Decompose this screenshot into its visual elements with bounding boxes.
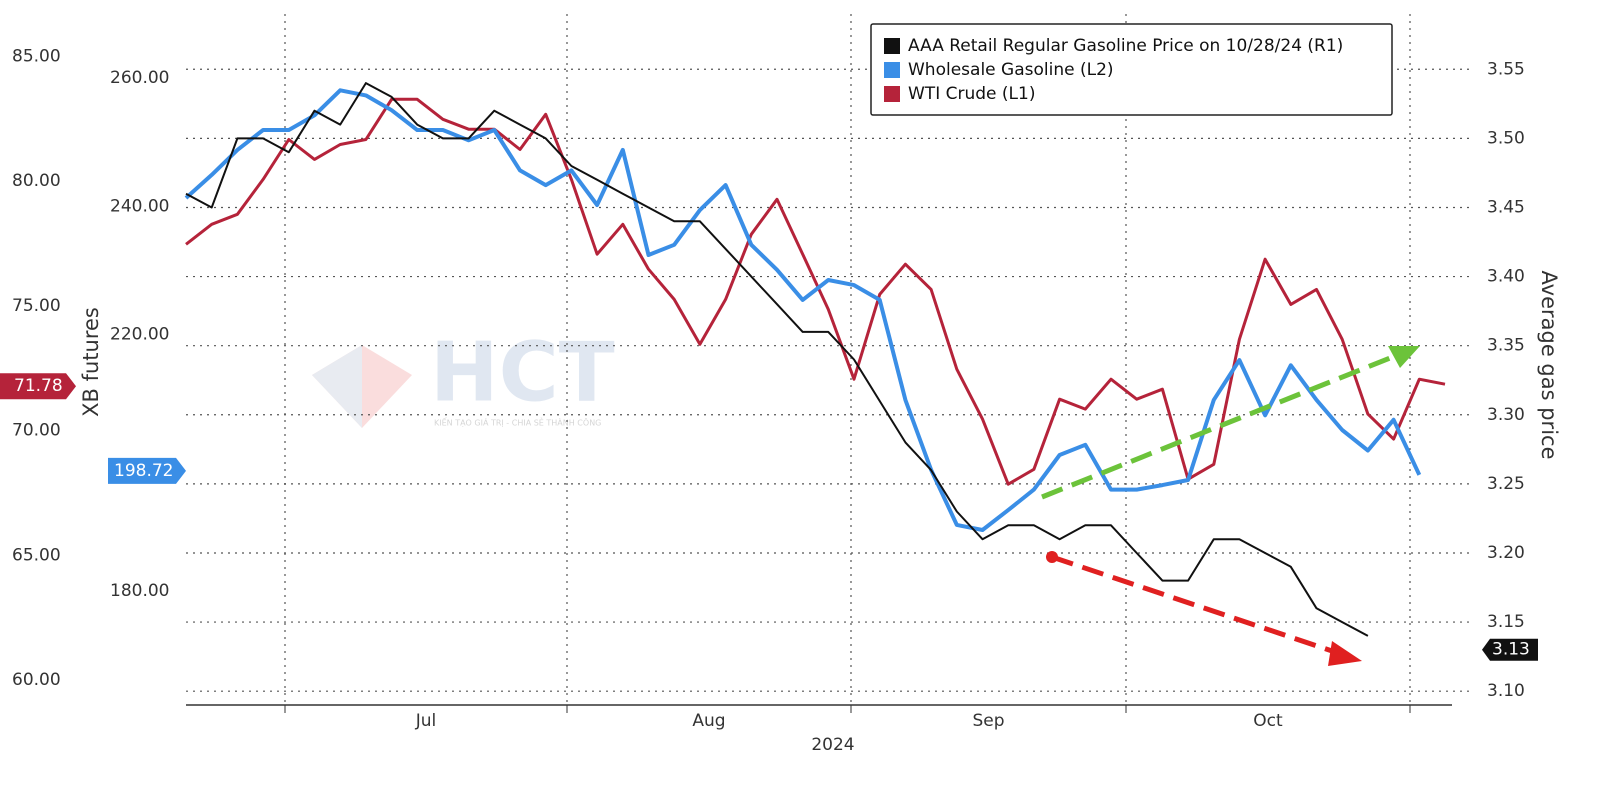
series-line [184, 88, 1422, 532]
series-line [185, 82, 1369, 637]
y2-tick-label: 3.50 [1487, 128, 1525, 148]
x-tick-label: Sep [972, 711, 1004, 731]
watermark-logo [312, 345, 412, 428]
y3-tick-label: 220.00 [110, 325, 169, 345]
up-arrow-head [1388, 346, 1420, 368]
series-line [185, 97, 1446, 486]
y2-tick-label: 3.25 [1487, 474, 1525, 494]
y2-tick-label: 3.15 [1487, 612, 1525, 632]
y2-tick-label: 3.30 [1487, 405, 1525, 425]
legend: AAA Retail Regular Gasoline Price on 10/… [870, 23, 1393, 116]
last-value-tag [1482, 638, 1538, 661]
legend-box [870, 23, 1393, 116]
axes: Jul Aug Sep Oct 3.10 3.15 3.20 3.25 3.30 3.35 3.40… [12, 46, 1525, 731]
legend-label: Wholesale Gasoline (L2) [908, 60, 1114, 80]
annotation-arrows [1041, 346, 1420, 666]
y-tick-label: 65.00 [12, 545, 61, 565]
watermark: HCT KIẾN TẠO GIÁ TRỊ - CHIA SẺ THÀNH CÔN… [312, 325, 615, 429]
y3-tick-label: 180.00 [110, 581, 169, 601]
x-tick-label: Jul [415, 711, 437, 731]
last-value-label: 198.72 [114, 461, 173, 481]
x-tick-label: Oct [1253, 711, 1283, 731]
down-arrow-head [1328, 641, 1362, 666]
legend-swatch [884, 86, 900, 102]
up-arrow [1041, 353, 1396, 500]
legend-swatch [884, 38, 900, 54]
y-tick-label: 75.00 [12, 296, 61, 316]
x-tick-label: Aug [692, 711, 725, 731]
y2-tick-label: 3.45 [1487, 197, 1525, 217]
y3-tick-label: 240.00 [110, 196, 169, 216]
y-tick-label: 85.00 [12, 46, 61, 66]
y2-tick-label: 3.40 [1487, 267, 1525, 287]
last-value-tag [0, 373, 76, 400]
y2-tick-label: 3.55 [1487, 59, 1525, 79]
last-value-label: 71.78 [14, 376, 63, 396]
last-value-label: 3.13 [1492, 640, 1530, 660]
y2-axis-label: Average gas price [1537, 271, 1561, 460]
x-axis-label: 2024 [811, 735, 854, 755]
y3-tick-label: 260.00 [110, 68, 169, 88]
legend-label: WTI Crude (L1) [908, 84, 1035, 104]
legend-swatch [884, 62, 900, 78]
down-arrow [1051, 554, 1339, 656]
legend-label: AAA Retail Regular Gasoline Price on 10/… [908, 36, 1343, 56]
grid [186, 14, 1470, 705]
lines [184, 82, 1446, 637]
y2-tick-label: 3.10 [1487, 681, 1525, 701]
watermark-brand: HCT [430, 325, 615, 420]
watermark-logo [312, 345, 362, 428]
last-value-tag [108, 457, 186, 484]
y-axis-label: XB futures [79, 307, 103, 417]
y2-tick-label: 3.35 [1487, 336, 1525, 356]
y-tick-label: 60.00 [12, 670, 61, 690]
y-tick-label: 70.00 [12, 421, 61, 441]
watermark-slogan: KIẾN TẠO GIÁ TRỊ - CHIA SẺ THÀNH CÔNG [434, 417, 601, 429]
y2-tick-label: 3.20 [1487, 543, 1525, 563]
y-tick-label: 80.00 [12, 171, 61, 191]
